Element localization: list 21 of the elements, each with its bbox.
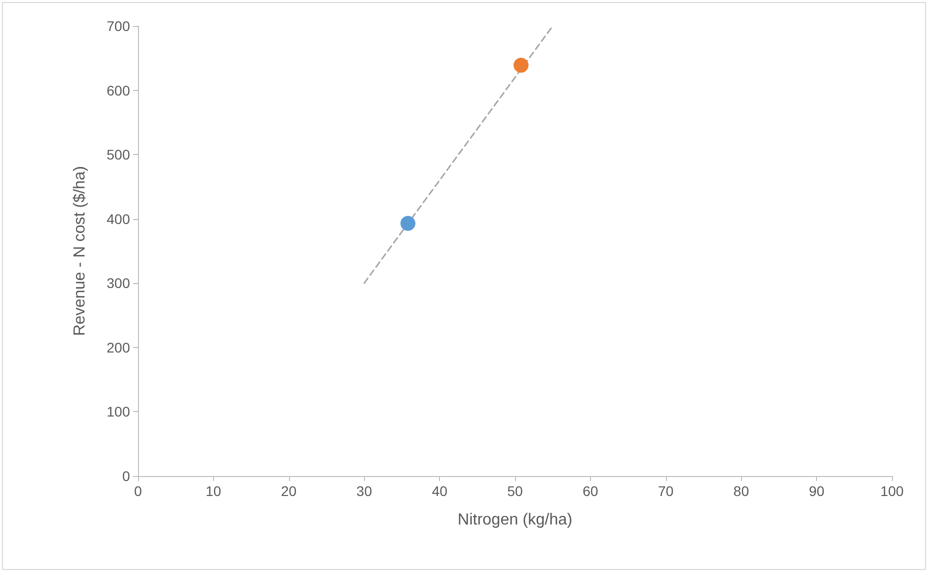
x-tick-label: 10 (206, 483, 222, 499)
y-tick-label: 300 (106, 275, 130, 292)
x-tick-label: 80 (733, 483, 750, 499)
y-tick-label: 0 (122, 468, 130, 484)
x-tick-label: 20 (281, 483, 297, 499)
x-tick-label: 40 (432, 483, 448, 499)
y-tick-label: 700 (106, 18, 130, 34)
y-tick-label: 500 (106, 146, 130, 163)
x-tick-label: 60 (582, 483, 598, 499)
x-axis-title: Nitrogen (kg/ha) (458, 512, 572, 528)
x-tick-label: 70 (658, 483, 674, 499)
y-tick-label: 400 (106, 210, 130, 227)
x-tick-label: 90 (808, 483, 825, 499)
x-tick-label: 100 (880, 483, 904, 499)
x-tick-label: 0 (134, 483, 142, 499)
x-tick-label: 30 (356, 483, 372, 499)
y-tick-label: 100 (106, 404, 130, 420)
y-axis-title: Revenue - N cost ($/ha) (72, 166, 88, 336)
y-tick-label: 200 (106, 339, 130, 356)
y-tick-label: 600 (106, 82, 130, 98)
x-tick-label: 50 (507, 483, 523, 499)
